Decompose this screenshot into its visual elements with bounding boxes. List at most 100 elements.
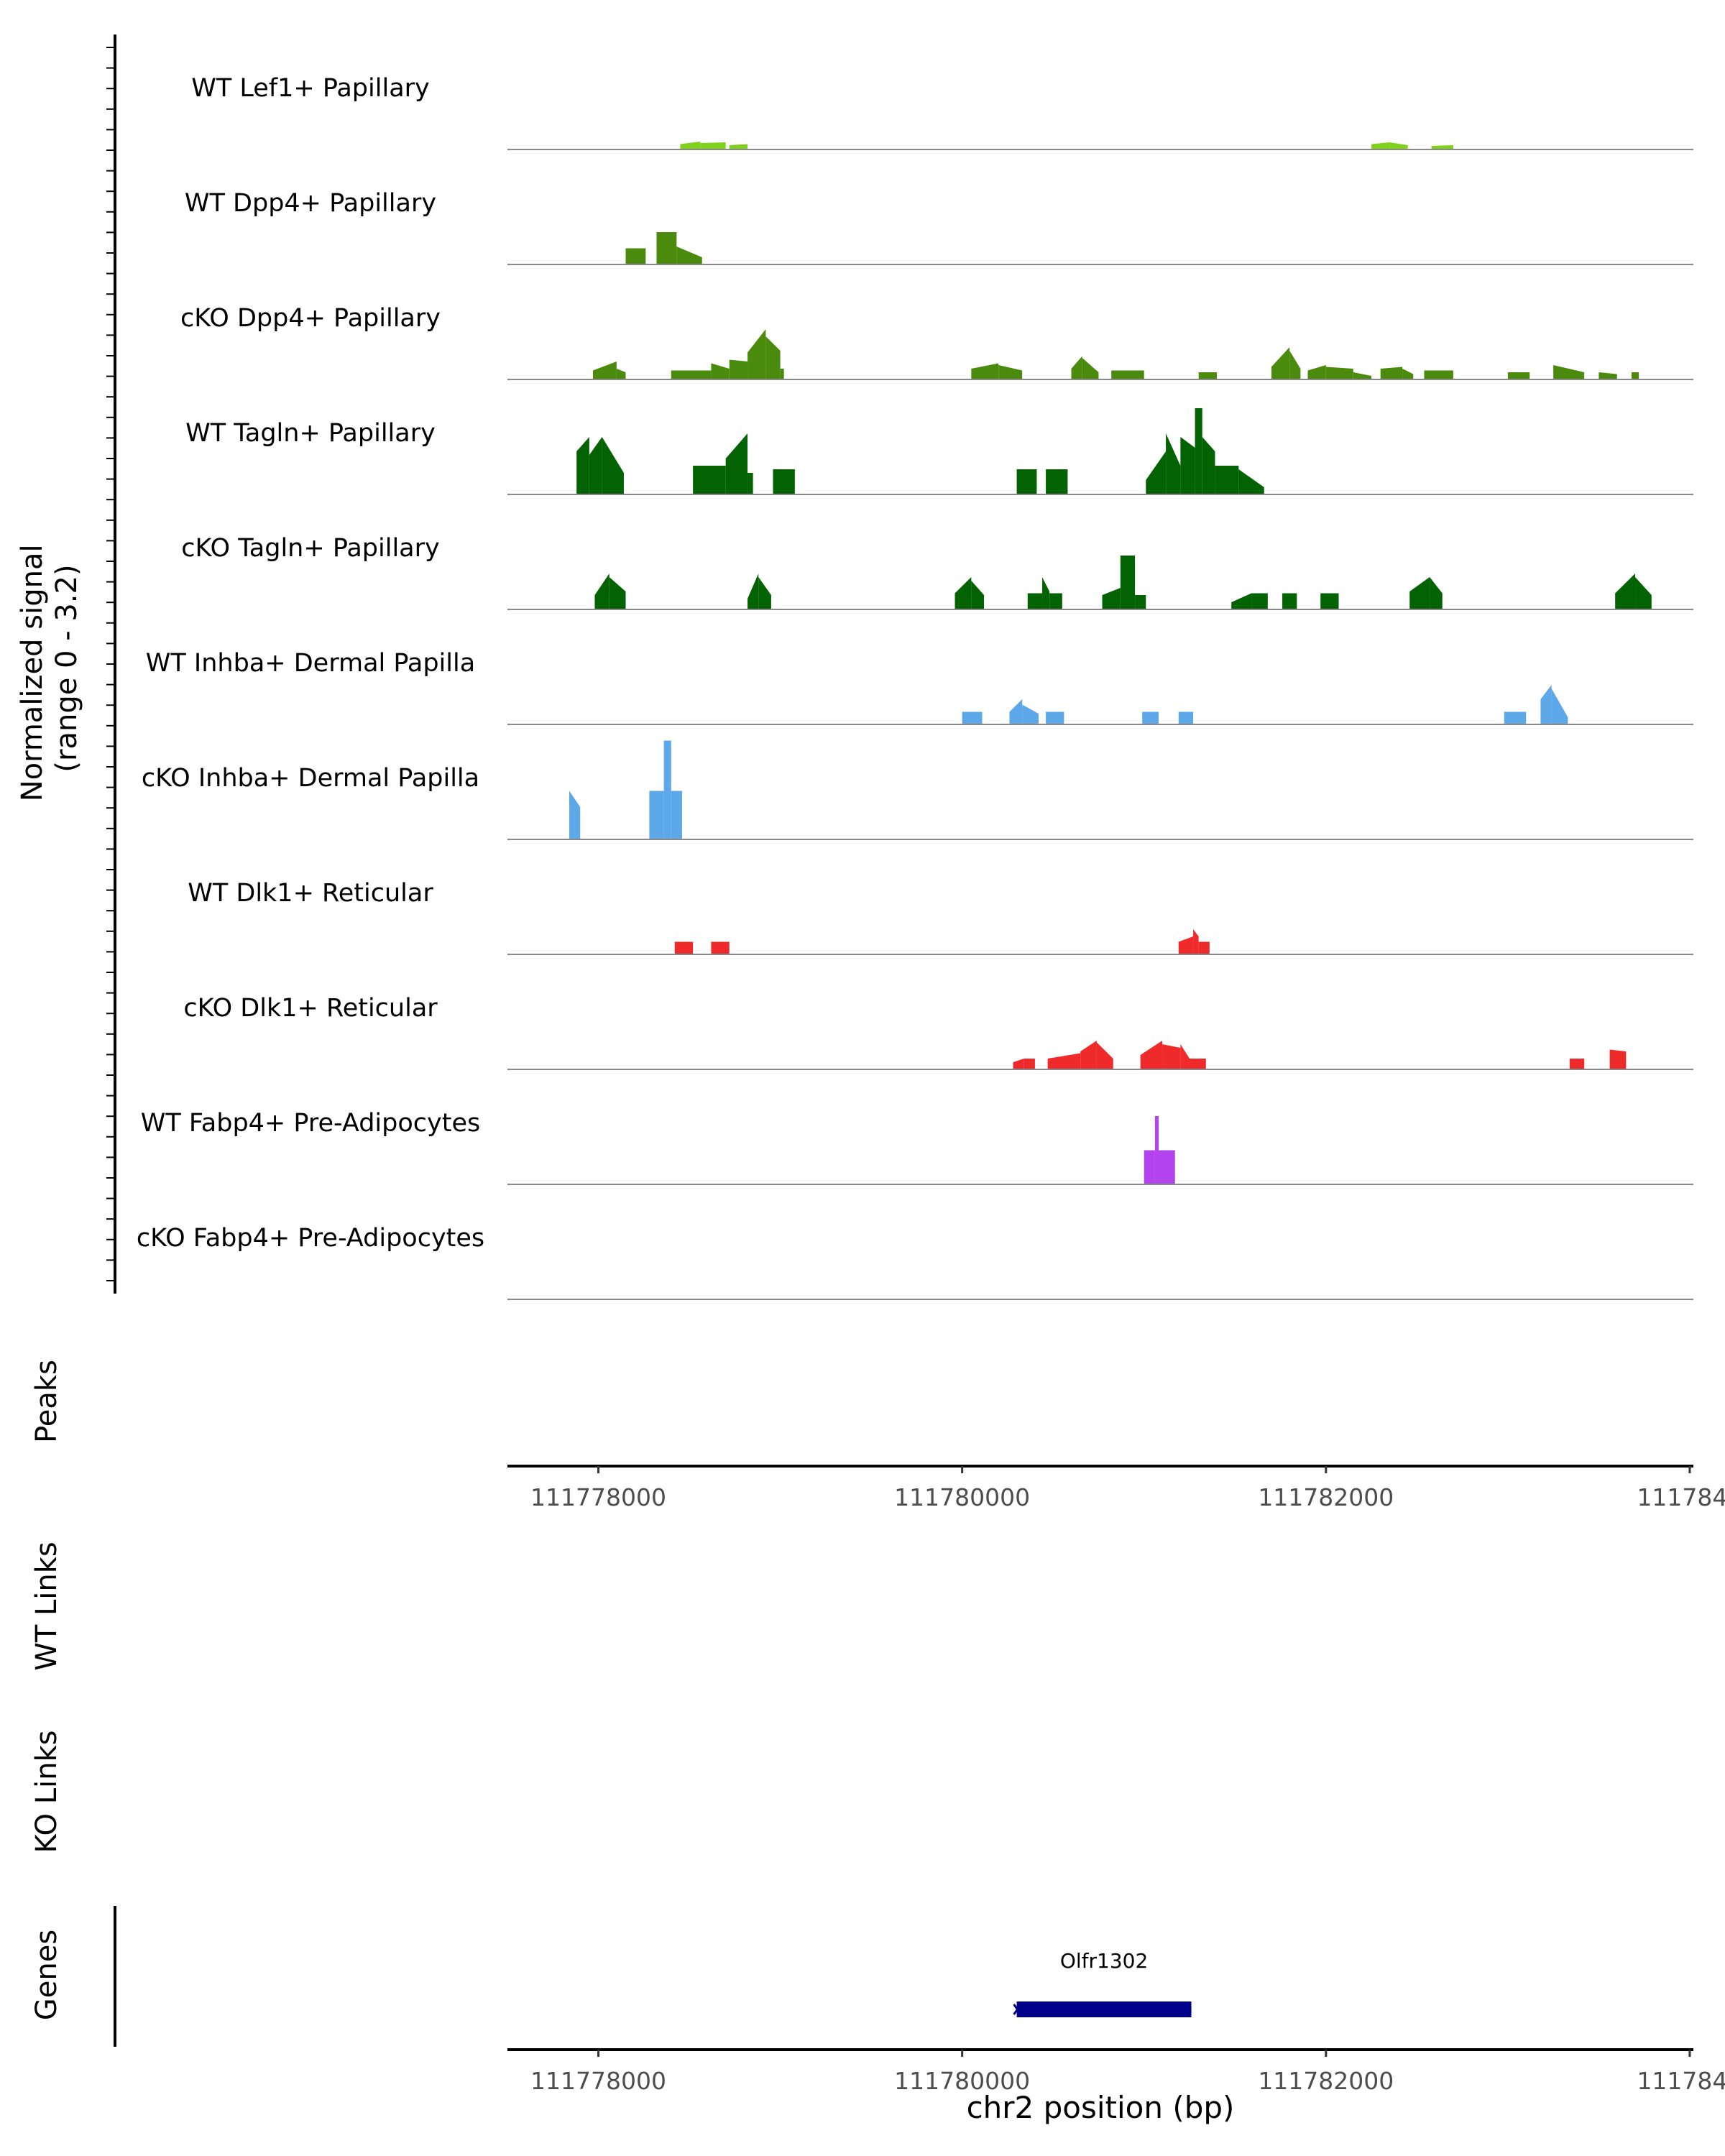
signal-area-2-13 [1198,372,1217,379]
signal-area-4-4 [954,577,972,609]
track-label-9: WT Fabp4+ Pre-Adipocytes [141,1109,480,1138]
signal-area-8-4 [1096,1042,1113,1069]
signal-area-8-0 [1013,1059,1024,1069]
x-tick-label-1: 111780000 [894,2067,1030,2095]
signal-area-9-1 [1154,1116,1159,1184]
signal-area-2-1 [616,369,626,379]
signal-area-4-2 [748,573,759,609]
x-axis-title: chr2 position (bp) [967,2090,1235,2125]
signal-area-2-15 [1289,351,1301,379]
signal-area-0-4 [1389,142,1408,149]
genes-track-label: Genes [30,1930,63,2020]
signal-area-2-9 [998,365,1023,379]
track-7: WT Dlk1+ Reticular [188,879,1693,955]
signal-area-6-1 [649,791,664,839]
wt-links-track-label: WT Links [30,1542,63,1670]
signal-area-7-0 [674,941,694,954]
signal-area-6-0 [569,791,581,839]
track-0: WT Lef1+ Papillary [191,74,1693,150]
signal-area-2-16 [1307,365,1326,379]
track-8: cKO Dlk1+ Reticular [183,994,1693,1070]
track-label-6: cKO Inhba+ Dermal Papilla [142,764,479,793]
track-3: WT Tagln+ Papillary [185,408,1693,495]
signal-area-1-1 [656,232,677,264]
signal-area-2-21 [1424,370,1453,379]
signal-area-4-16 [1409,577,1430,609]
signal-area-3-0 [576,437,589,494]
track-label-7: WT Dlk1+ Reticular [188,879,433,908]
signal-area-8-6 [1162,1044,1181,1069]
gene-body-0 [1016,2001,1192,2017]
signal-area-1-0 [625,248,646,264]
signal-area-5-7 [1540,685,1552,724]
signal-area-7-1 [711,941,730,954]
signal-area-3-8 [1046,469,1068,494]
x-tick-label-2: 111782000 [1258,2067,1394,2095]
signal-area-3-6 [773,469,795,494]
track-label-5: WT Inhba+ Dermal Papilla [146,649,475,678]
signal-area-4-13 [1251,593,1268,609]
signal-area-4-18 [1615,573,1636,609]
signal-area-5-5 [1178,711,1194,724]
y-axis-label-line-1: Normalized signal [16,544,49,801]
peaks-x-axis: 111778000 111780000 111782000 1117840 [530,1466,1725,1511]
signal-area-2-18 [1353,372,1372,379]
coverage-y-axis-ticks [106,47,115,1281]
track-6: cKO Inhba+ Dermal Papilla [142,740,1693,840]
signal-area-2-24 [1598,372,1617,379]
signal-area-2-25 [1631,372,1639,379]
signal-area-4-15 [1320,593,1339,609]
peaks-track-label: Peaks [30,1360,63,1443]
signal-area-4-11 [1135,595,1146,609]
signal-area-5-4 [1142,711,1159,724]
coverage-panel: WT Lef1+ Papillary WT Dpp4+ Papillary cKO … [137,74,1693,1300]
signal-area-5-6 [1504,711,1527,724]
x-tick-label-0: 111778000 [530,2067,666,2095]
signal-area-3-1 [589,437,602,494]
signal-area-2-7 [780,369,784,379]
track-label-4: cKO Tagln+ Papillary [181,534,440,563]
track-label-3: WT Tagln+ Papillary [185,419,436,448]
signal-area-5-2 [1022,704,1039,724]
track-label-1: WT Dpp4+ Papillary [185,189,436,218]
signal-area-9-0 [1144,1150,1155,1184]
signal-area-8-2 [1047,1053,1081,1069]
signal-area-2-10 [1071,356,1082,379]
signal-area-5-8 [1551,688,1568,724]
signal-area-3-13 [1202,437,1215,494]
signal-area-4-19 [1635,577,1652,609]
signal-area-8-9 [1569,1059,1585,1069]
signal-area-3-12 [1195,408,1202,494]
x-tick-label-3: 1117840 [1637,2067,1725,2095]
signal-area-8-10 [1609,1049,1627,1069]
signal-area-0-3 [1371,142,1390,149]
signal-area-3-11 [1180,437,1195,494]
signal-area-0-5 [1431,145,1453,149]
signal-area-4-14 [1282,593,1297,609]
signal-area-4-17 [1430,577,1443,609]
signal-area-3-2 [602,437,624,494]
gene-strand-mark [1013,2004,1022,2015]
signal-area-2-6 [765,336,781,379]
signal-area-0-2 [729,144,748,149]
ko-links-track-label: KO Links [30,1731,63,1853]
signal-area-2-0 [592,361,617,379]
signal-area-3-15 [1238,469,1264,494]
x-tick-label-2: 111782000 [1258,1483,1394,1511]
track-9: WT Fabp4+ Pre-Adipocytes [141,1109,1693,1185]
signal-area-2-20 [1402,369,1414,379]
track-label-10: cKO Fabp4+ Pre-Adipocytes [137,1224,484,1253]
track-5: WT Inhba+ Dermal Papilla [146,649,1693,725]
signal-area-7-3 [1193,929,1199,954]
x-tick-label-1: 111780000 [894,1483,1030,1511]
signal-area-3-14 [1215,466,1239,494]
genes-x-axis: 111778000 111780000 111782000 1117840 [530,2050,1725,2095]
signal-area-5-0 [962,711,983,724]
signal-area-4-10 [1120,556,1136,609]
signal-area-3-9 [1146,451,1167,494]
track-1: WT Dpp4+ Papillary [185,189,1693,265]
signal-area-2-4 [729,359,748,379]
signal-area-0-1 [700,142,726,149]
signal-area-4-6 [1027,593,1043,609]
